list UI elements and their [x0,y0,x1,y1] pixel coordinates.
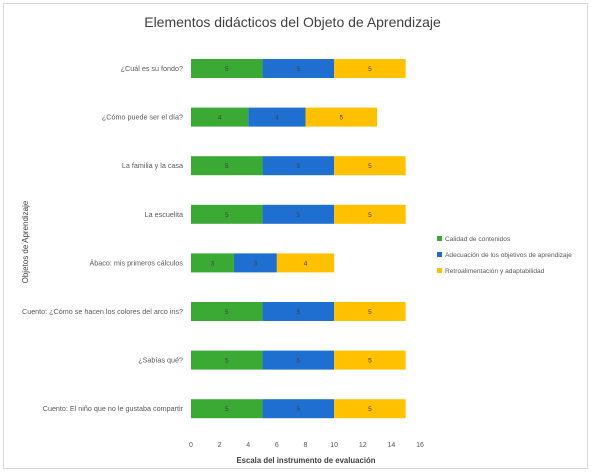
bar-segment [334,204,406,224]
data-label: 5 [297,358,301,365]
bar-segment [191,107,249,127]
data-label: 3 [254,260,258,267]
bar-segment [305,107,378,127]
bar-segment [334,59,406,78]
bar-segment [262,350,335,370]
legend-label: Retroalimentación y adaptabilidad [445,268,545,275]
x-axis: 0 2 4 6 8 10 12 14 16 [189,442,424,449]
data-label: 5 [225,66,229,73]
data-label: 4 [304,260,308,267]
bars: 5 5 5 4 4 5 5 5 5 5 5 5 3 3 4 5 5 5 5 5 5 5 5 5 [191,59,406,419]
data-label: 5 [297,309,301,316]
x-tick-label: 2 [218,442,222,449]
data-label: 3 [211,260,215,267]
x-tick-label: 8 [304,442,308,449]
category-label: Cuento: El niño que no le gustaba compar… [43,404,184,413]
data-label: 5 [225,212,229,219]
data-label: 5 [297,212,301,219]
bar-segment [191,204,263,224]
bar-segment [334,399,406,419]
x-axis-title: Escala del instrumento de evaluación [236,456,375,465]
bar-segment [262,204,335,224]
data-label: 5 [225,309,229,316]
bar-segment [191,350,263,370]
bar-segment [191,253,234,273]
data-label: 4 [275,115,279,122]
bar-segment [262,302,335,321]
chart-title: Elementos didácticos del Objeto de Apren… [144,14,441,30]
data-label: 5 [225,163,229,170]
bar-segment [262,59,335,78]
x-tick-label: 14 [387,442,395,449]
data-label: 5 [297,406,301,413]
x-tick-label: 0 [189,442,193,449]
bar-segment [262,399,335,419]
bar-segment [191,399,263,419]
data-label: 5 [368,66,372,73]
data-label: 5 [368,163,372,170]
category-label: La escuelita [145,210,183,219]
data-label: 5 [297,66,301,73]
data-label: 5 [368,358,372,365]
data-label: 5 [368,309,372,316]
chart-frame [3,3,588,469]
data-label: 5 [368,406,372,413]
x-tick-label: 4 [246,442,250,449]
bar-segment [334,156,406,176]
legend-label: Calidad de contenidos [445,236,511,243]
legend-swatch [437,236,442,241]
bar-segment [334,302,406,321]
bar-segment [191,156,263,176]
data-label: 5 [339,115,343,122]
x-tick-label: 6 [275,442,279,449]
category-label: Ábaco: mis primeros cálculos [90,258,184,267]
bar-segment [276,253,335,273]
bar-segment [233,253,277,273]
category-label: ¿Cómo puede ser el día? [102,113,183,122]
category-label: Cuento: ¿Cómo se hacen los colores del a… [22,307,183,316]
bar-segment [334,350,406,370]
x-tick-label: 10 [330,442,338,449]
x-tick-label: 16 [416,442,424,449]
data-label: 5 [297,163,301,170]
category-label: ¿Sabías qué? [138,356,183,365]
bar-segment [191,302,263,321]
data-label: 5 [225,406,229,413]
legend-label: Adecuación de los objetivos de aprendiza… [445,252,572,259]
data-label: 5 [368,212,372,219]
category-labels: ¿Cuál es su fondo? ¿Cómo puede ser el día… [22,64,184,413]
x-tick-label: 12 [359,442,367,449]
bar-segment [191,59,263,78]
category-label: La familia y la casa [122,161,183,170]
data-label: 5 [225,358,229,365]
bar-segment [262,156,335,176]
bar-segment [248,107,306,127]
y-axis-title: Objetos de Aprendizaje [21,200,30,283]
legend: Calidad de contenidos Adecuación de los o… [437,236,572,275]
data-label: 4 [218,115,222,122]
category-label: ¿Cuál es su fondo? [121,64,183,73]
legend-swatch [437,268,442,273]
legend-swatch [437,252,442,257]
